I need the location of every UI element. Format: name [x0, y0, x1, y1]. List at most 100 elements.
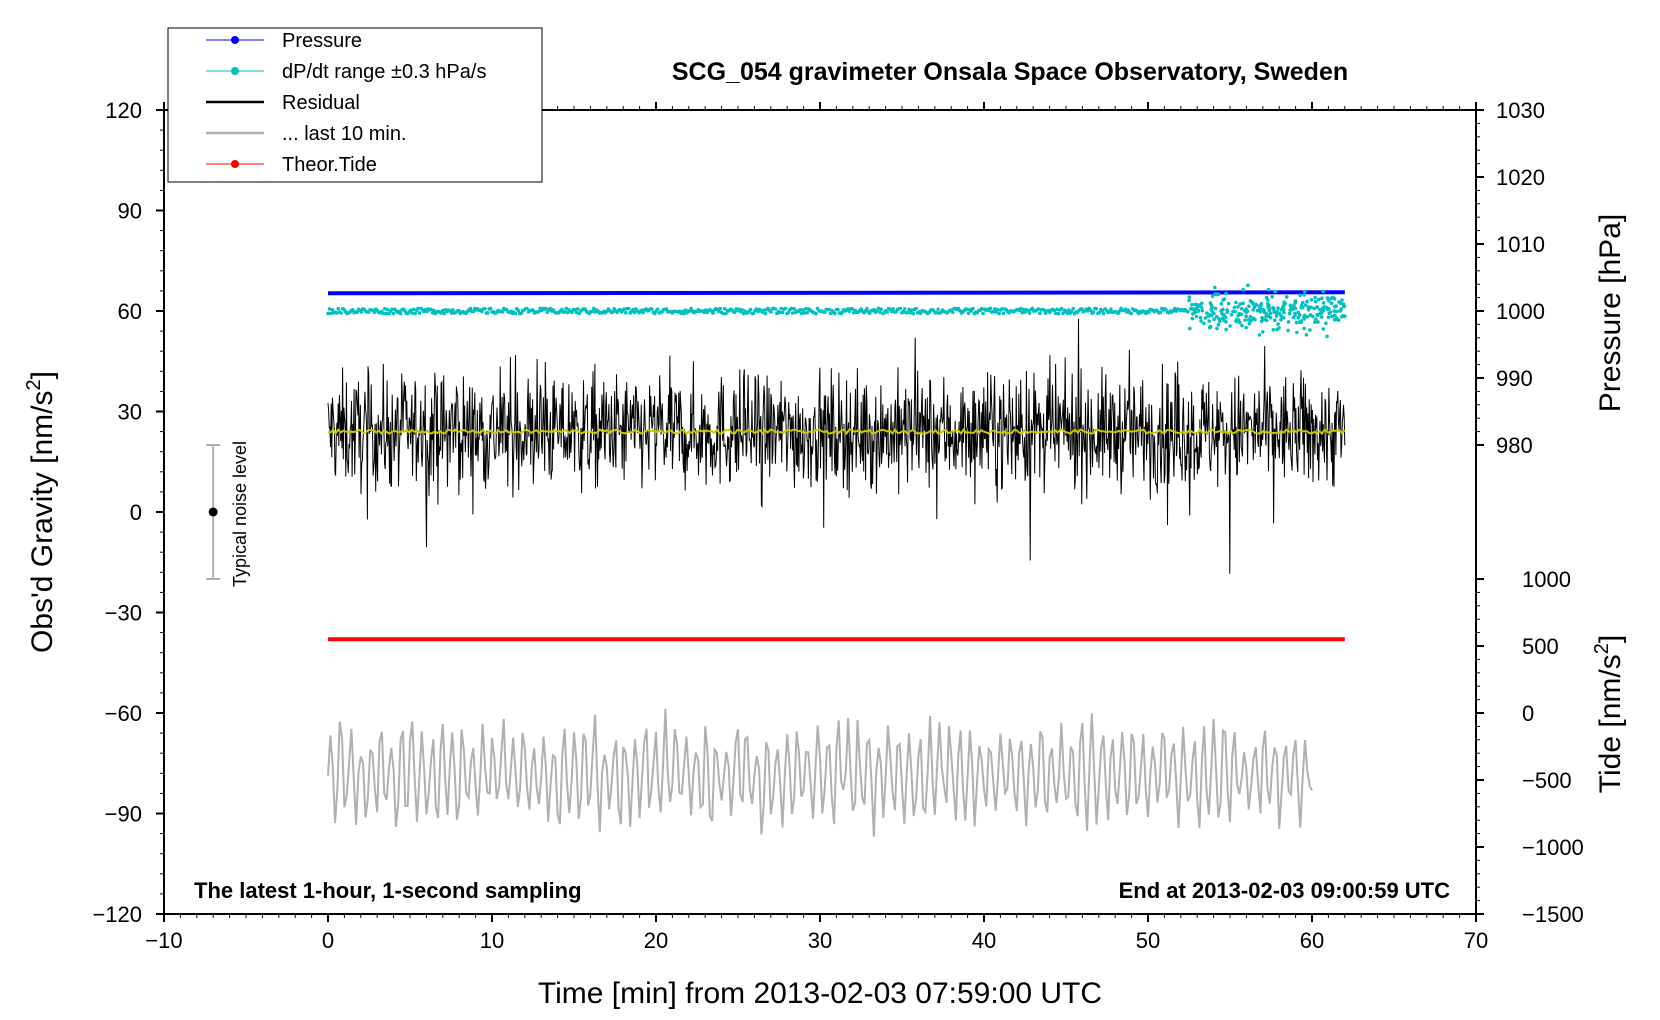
dpdt-point	[836, 307, 840, 312]
dpdt-point	[488, 306, 493, 311]
dpdt-point	[1257, 333, 1262, 337]
dpdt-point	[1234, 300, 1238, 305]
legend: Pressure dP/dt range ±0.3 hPa/s Residual..…	[167, 27, 543, 183]
dpdt-point	[914, 306, 919, 311]
last-10-min-line	[327, 708, 1313, 837]
dpdt-point	[1229, 313, 1234, 317]
dpdt-point	[689, 306, 693, 311]
dpdt-point	[1001, 311, 1006, 316]
chart-title: SCG_054 gravimeter Onsala Space Observat…	[672, 58, 1348, 86]
y-tick-label: 90	[118, 199, 142, 224]
dpdt-point	[631, 307, 635, 312]
dpdt-point	[483, 307, 487, 311]
dpdt-point	[1219, 309, 1223, 313]
x-tick-label: 20	[644, 928, 668, 953]
x-tick-label: 0	[322, 928, 334, 953]
dpdt-point	[1300, 300, 1305, 305]
dpdt-point	[1210, 305, 1214, 309]
dpdt-point	[783, 306, 788, 311]
dpdt-point	[1279, 308, 1284, 312]
noise-bar-center	[208, 507, 218, 517]
y-tick-label: −60	[105, 701, 142, 726]
dpdt-point	[1302, 293, 1306, 297]
dpdt-point	[1225, 308, 1229, 312]
dpdt-point	[769, 310, 773, 314]
dpdt-point	[910, 308, 914, 312]
x-tick-label: 50	[1136, 928, 1160, 953]
dpdt-point	[779, 306, 783, 311]
dpdt-point	[1327, 311, 1332, 316]
dpdt-point	[655, 307, 660, 312]
dpdt-point	[1315, 312, 1319, 317]
dpdt-point	[1302, 326, 1306, 331]
legend-marker	[231, 67, 239, 75]
dpdt-point	[1199, 305, 1204, 310]
dpdt-point	[711, 311, 715, 315]
dpdt-point	[1209, 308, 1214, 312]
dpdt-point	[432, 308, 436, 313]
pressure-line	[327, 290, 1345, 296]
dpdt-point	[1048, 310, 1052, 315]
dpdt-point	[1288, 308, 1292, 313]
dpdt-point	[1268, 311, 1273, 316]
dpdt-point	[1332, 296, 1337, 301]
dpdt-point	[918, 311, 923, 316]
dpdt-point	[1059, 306, 1064, 311]
dpdt-point	[732, 310, 737, 315]
legend-box	[167, 27, 543, 183]
dpdt-point	[905, 310, 910, 315]
tide-tick-label: −1500	[1522, 902, 1584, 927]
dpdt-point	[416, 306, 420, 311]
dpdt-point	[1316, 297, 1321, 302]
dpdt-point	[1313, 299, 1318, 304]
dpdt-point	[1228, 324, 1232, 328]
dpdt-point	[411, 307, 416, 312]
dpdt-point	[1208, 301, 1213, 305]
dpdt-point	[1249, 318, 1253, 323]
dpdt-point	[451, 308, 455, 312]
dpdt-point	[898, 306, 903, 311]
dpdt-point	[792, 307, 797, 311]
dpdt-point	[1053, 311, 1058, 316]
residual-mean-line	[327, 428, 1346, 436]
dpdt-point	[391, 311, 396, 316]
dpdt-point	[1107, 310, 1112, 314]
dpdt-point	[1213, 306, 1218, 311]
axis-ticks	[156, 102, 1484, 922]
dpdt-point	[740, 308, 744, 312]
dpdt-point	[329, 311, 333, 316]
dpdt-point	[1287, 311, 1292, 316]
dpdt-point	[1246, 283, 1250, 288]
dpdt-point	[1042, 308, 1046, 312]
dpdt-point	[1312, 306, 1317, 311]
dpdt-point	[398, 311, 403, 316]
dpdt-point	[1210, 294, 1215, 299]
dpdt-point	[1340, 298, 1344, 302]
dpdt-point	[409, 308, 413, 313]
dpdt-point	[1273, 318, 1277, 323]
tide-tick-label: 1000	[1522, 567, 1571, 592]
dpdt-point	[1332, 313, 1337, 318]
dpdt-point	[828, 311, 833, 316]
dpdt-point	[413, 311, 418, 316]
dpdt-point	[1327, 299, 1331, 303]
dpdt-point	[1321, 308, 1326, 313]
dpdt-point	[1065, 311, 1070, 316]
dpdt-point	[979, 306, 984, 311]
y-tick-label: −90	[105, 802, 142, 827]
legend-marker	[231, 36, 239, 44]
dpdt-point	[1326, 315, 1331, 320]
dpdt-point	[1335, 316, 1339, 321]
dpdt-point	[334, 311, 339, 315]
dpdt-point	[1324, 321, 1328, 326]
residual-line	[327, 318, 1346, 574]
noise-level-label: Typical noise level	[230, 441, 250, 587]
dpdt-point	[791, 311, 795, 315]
dpdt-point	[1258, 306, 1262, 311]
y-tick-label: 30	[118, 400, 142, 425]
tide-tick-label: −1000	[1522, 835, 1584, 860]
dpdt-point	[1320, 296, 1324, 301]
dpdt-point	[1338, 301, 1343, 306]
dpdt-point	[1020, 310, 1025, 315]
dpdt-point	[525, 306, 529, 311]
